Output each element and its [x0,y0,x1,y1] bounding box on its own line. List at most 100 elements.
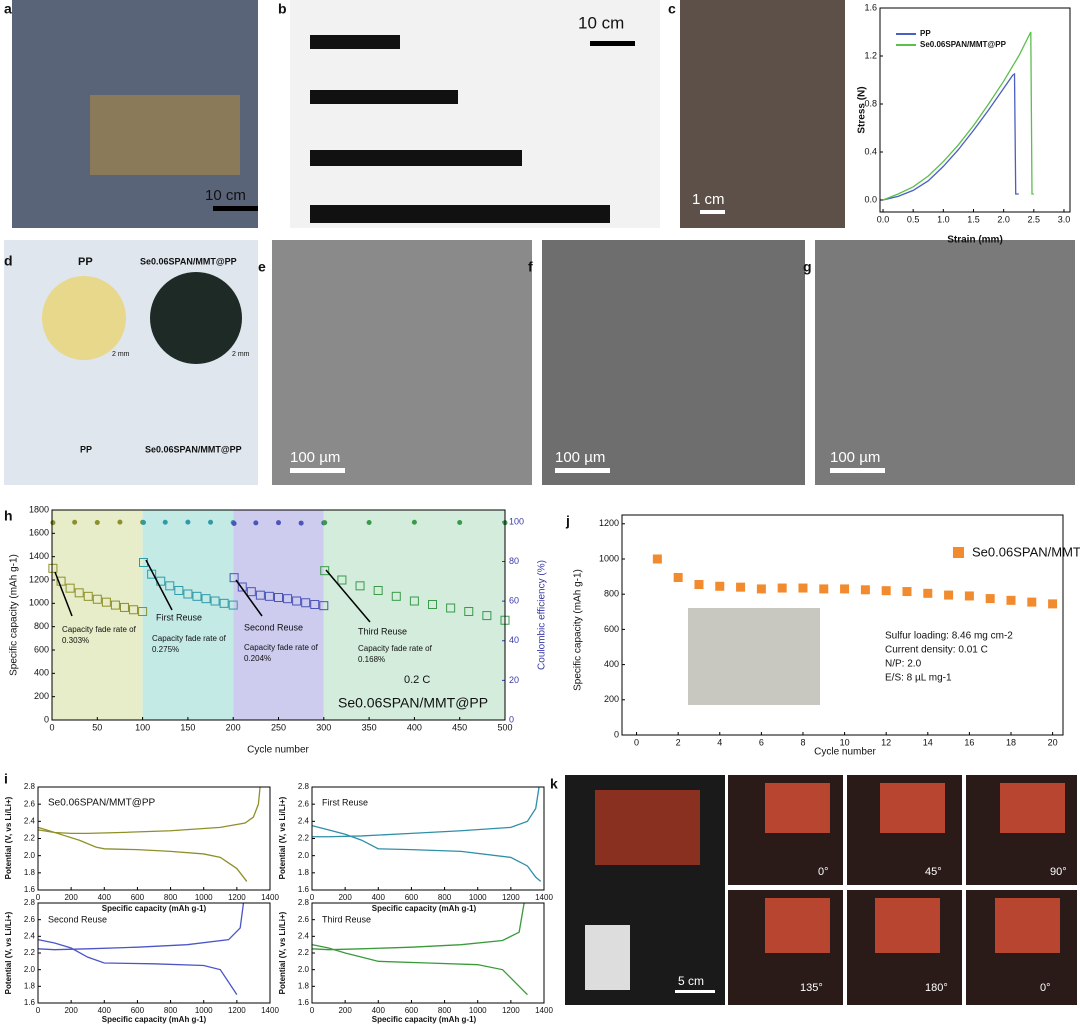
x-tick-label: 200 [64,893,78,902]
panel-label: i [4,771,8,787]
plot-background [880,8,1070,212]
marker [92,594,102,604]
y-tick-label: 600 [34,644,49,654]
legend-swatch [953,547,964,558]
plot-background [38,787,270,890]
marker [777,583,787,593]
annotation: 0.303% [62,636,89,645]
series-line [37,786,261,834]
marker [457,519,463,525]
marker [482,611,492,621]
series-line [882,72,1019,201]
y-tick-label: 2.8 [24,782,36,791]
y2-tick-label: 100 [509,516,524,526]
photo-b [290,0,660,228]
plot-background [312,903,544,1003]
y-tick-label: 0 [44,714,49,724]
series-line [311,902,525,951]
marker [881,586,891,596]
x-tick-label: 800 [164,1006,178,1015]
scale-text: 10 cm [205,187,246,204]
y-tick-label: 600 [604,624,619,634]
x-axis-label: Specific capacity (mAh g-1) [102,904,207,913]
annotation: Se0.06SPAN/MMT@PP [338,695,488,711]
marker [119,602,129,612]
marker [298,520,304,526]
y-tick-label: 2.0 [24,965,36,974]
chart: 0.0 0.5 1.0 1.5 2.0 2.5 3.0 0.0 0.4 0.8 1.2 1.6 [864,2,1071,224]
annotation: 0.2 C [404,674,430,686]
tape [310,150,522,166]
marker [101,597,111,607]
plot-frame [879,7,1071,213]
marker [94,519,100,525]
marker [165,581,175,591]
plot-frame [51,509,506,721]
x-tick-label: 6 [759,737,764,747]
marker [117,519,123,525]
y-tick-label: 2.6 [298,799,310,808]
chart-title: Se0.06SPAN/MMT@PP [48,798,156,809]
panel-label: a [4,1,12,17]
marker [944,590,954,600]
y2-tick-label: 40 [509,635,519,645]
marker [366,519,372,525]
x-tick-label: 400 [407,722,422,732]
y-tick-label: 2.8 [24,898,36,907]
y-tick-label: 2.4 [298,931,310,940]
y-axis-label: Potential (V, vs Li/Li+) [278,796,287,879]
panel-label: b [278,1,287,17]
y-tick-label: 400 [604,659,619,669]
x-tick-label: 600 [131,1006,145,1015]
marker [264,591,274,601]
angle: 0° [818,866,829,878]
x-tick-label: 600 [131,893,145,902]
panel-label: e [258,259,266,275]
marker [246,587,256,597]
marker [231,520,237,526]
x-tick-label: 1200 [502,1006,520,1015]
marker [292,596,302,606]
x-tick-label: 800 [438,893,452,902]
x-tick-label: 500 [497,722,512,732]
marker [819,584,829,594]
annotation: First Reuse [156,612,202,622]
x-tick-label: 0 [36,1006,41,1015]
marker [464,607,474,616]
x-tick-label: 100 [135,722,150,732]
marker [129,605,139,615]
region [52,510,143,720]
panel-label: g [803,259,812,275]
x-tick-label: 200 [226,722,241,732]
marker [673,572,683,582]
x-tick-label: 1.0 [937,214,950,224]
y2-axis-label: Coulombic efficiency (%) [537,560,548,670]
note: E/S: 8 µL mg-1 [885,673,952,684]
y-tick-label: 800 [604,589,619,599]
marker [253,520,259,526]
marker [411,519,417,525]
marker [391,591,401,601]
marker [409,596,419,606]
marker [373,586,383,595]
region [142,510,234,720]
y-tick-label: 2.6 [298,915,310,924]
marker [322,520,328,526]
marker [56,576,66,586]
chart: 0 200 400 600 800 1000 1200 1400 1.6 1.8 2.0 2.2 2.4… [298,782,554,902]
marker [208,519,214,525]
x-tick-label: 2.5 [1028,214,1041,224]
tape [310,205,610,223]
chart-title: First Reuse [322,797,368,807]
y-tick-label: 1400 [29,551,49,561]
marker [201,594,211,604]
plot-frame [621,514,1064,736]
y2-tick-label: 60 [509,596,519,606]
marker [276,520,281,526]
chart: 0 200 400 600 800 1000 1200 1400 1.6 1.8 2.0 2.2 2.4… [298,898,554,1015]
x-tick-label: 200 [64,1006,78,1015]
annotation: Capacity fade rate of [244,643,319,652]
marker [985,594,995,604]
marker [110,600,120,610]
